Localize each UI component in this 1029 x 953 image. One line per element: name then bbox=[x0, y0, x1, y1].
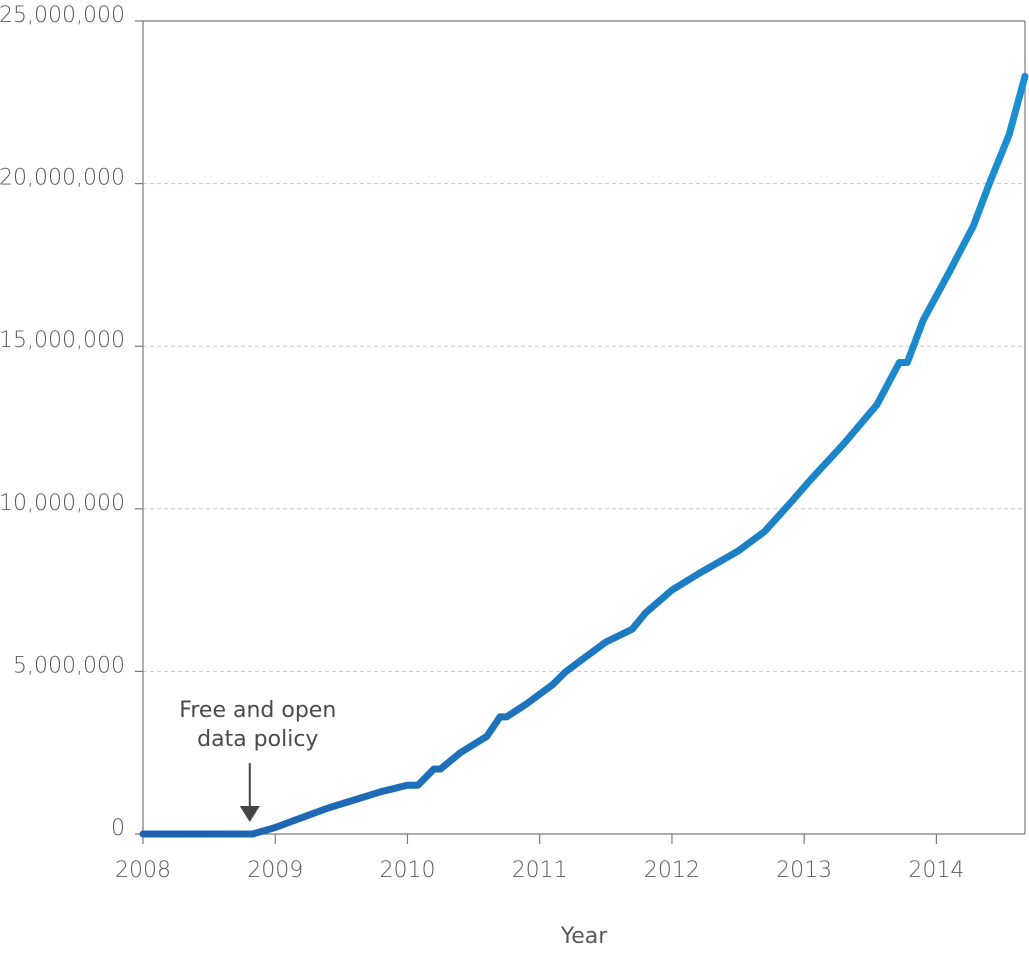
annotation-group: Free and open data policy bbox=[179, 698, 336, 822]
annotation-text-line-0: Free and open bbox=[179, 698, 336, 723]
x-tick-label-6: 2014 bbox=[908, 858, 964, 883]
gridlines bbox=[143, 183, 1025, 672]
y-axis-ticks: 0 5,000,000 10,000,000 15,000,000 20,000,000… bbox=[0, 3, 143, 841]
x-tick-label-1: 2009 bbox=[247, 858, 303, 883]
axes bbox=[142, 20, 1026, 835]
annotation-arrow-head bbox=[239, 806, 260, 822]
annotation-text-line-1: data policy bbox=[197, 727, 318, 752]
y-tick-label-3: 15,000,000 bbox=[0, 328, 125, 353]
x-tick-label-0: 2008 bbox=[115, 858, 171, 883]
series-group bbox=[139, 72, 1029, 838]
y-tick-label-4: 20,000,000 bbox=[0, 166, 125, 191]
x-tick-label-3: 2011 bbox=[512, 858, 568, 883]
x-tick-label-5: 2013 bbox=[776, 858, 832, 883]
x-axis-ticks: 2008 2009 2010 2011 2012 2013 2014 bbox=[115, 834, 964, 883]
y-tick-label-2: 10,000,000 bbox=[0, 491, 125, 516]
x-tick-label-2: 2010 bbox=[379, 858, 435, 883]
y-tick-label-5: 25,000,000 bbox=[0, 3, 125, 28]
x-tick-label-4: 2012 bbox=[644, 858, 700, 883]
y-tick-label-0: 0 bbox=[111, 816, 125, 841]
y-tick-label-1: 5,000,000 bbox=[13, 653, 125, 678]
x-axis-title: Year bbox=[560, 924, 609, 949]
series-line-0 bbox=[139, 72, 1029, 838]
